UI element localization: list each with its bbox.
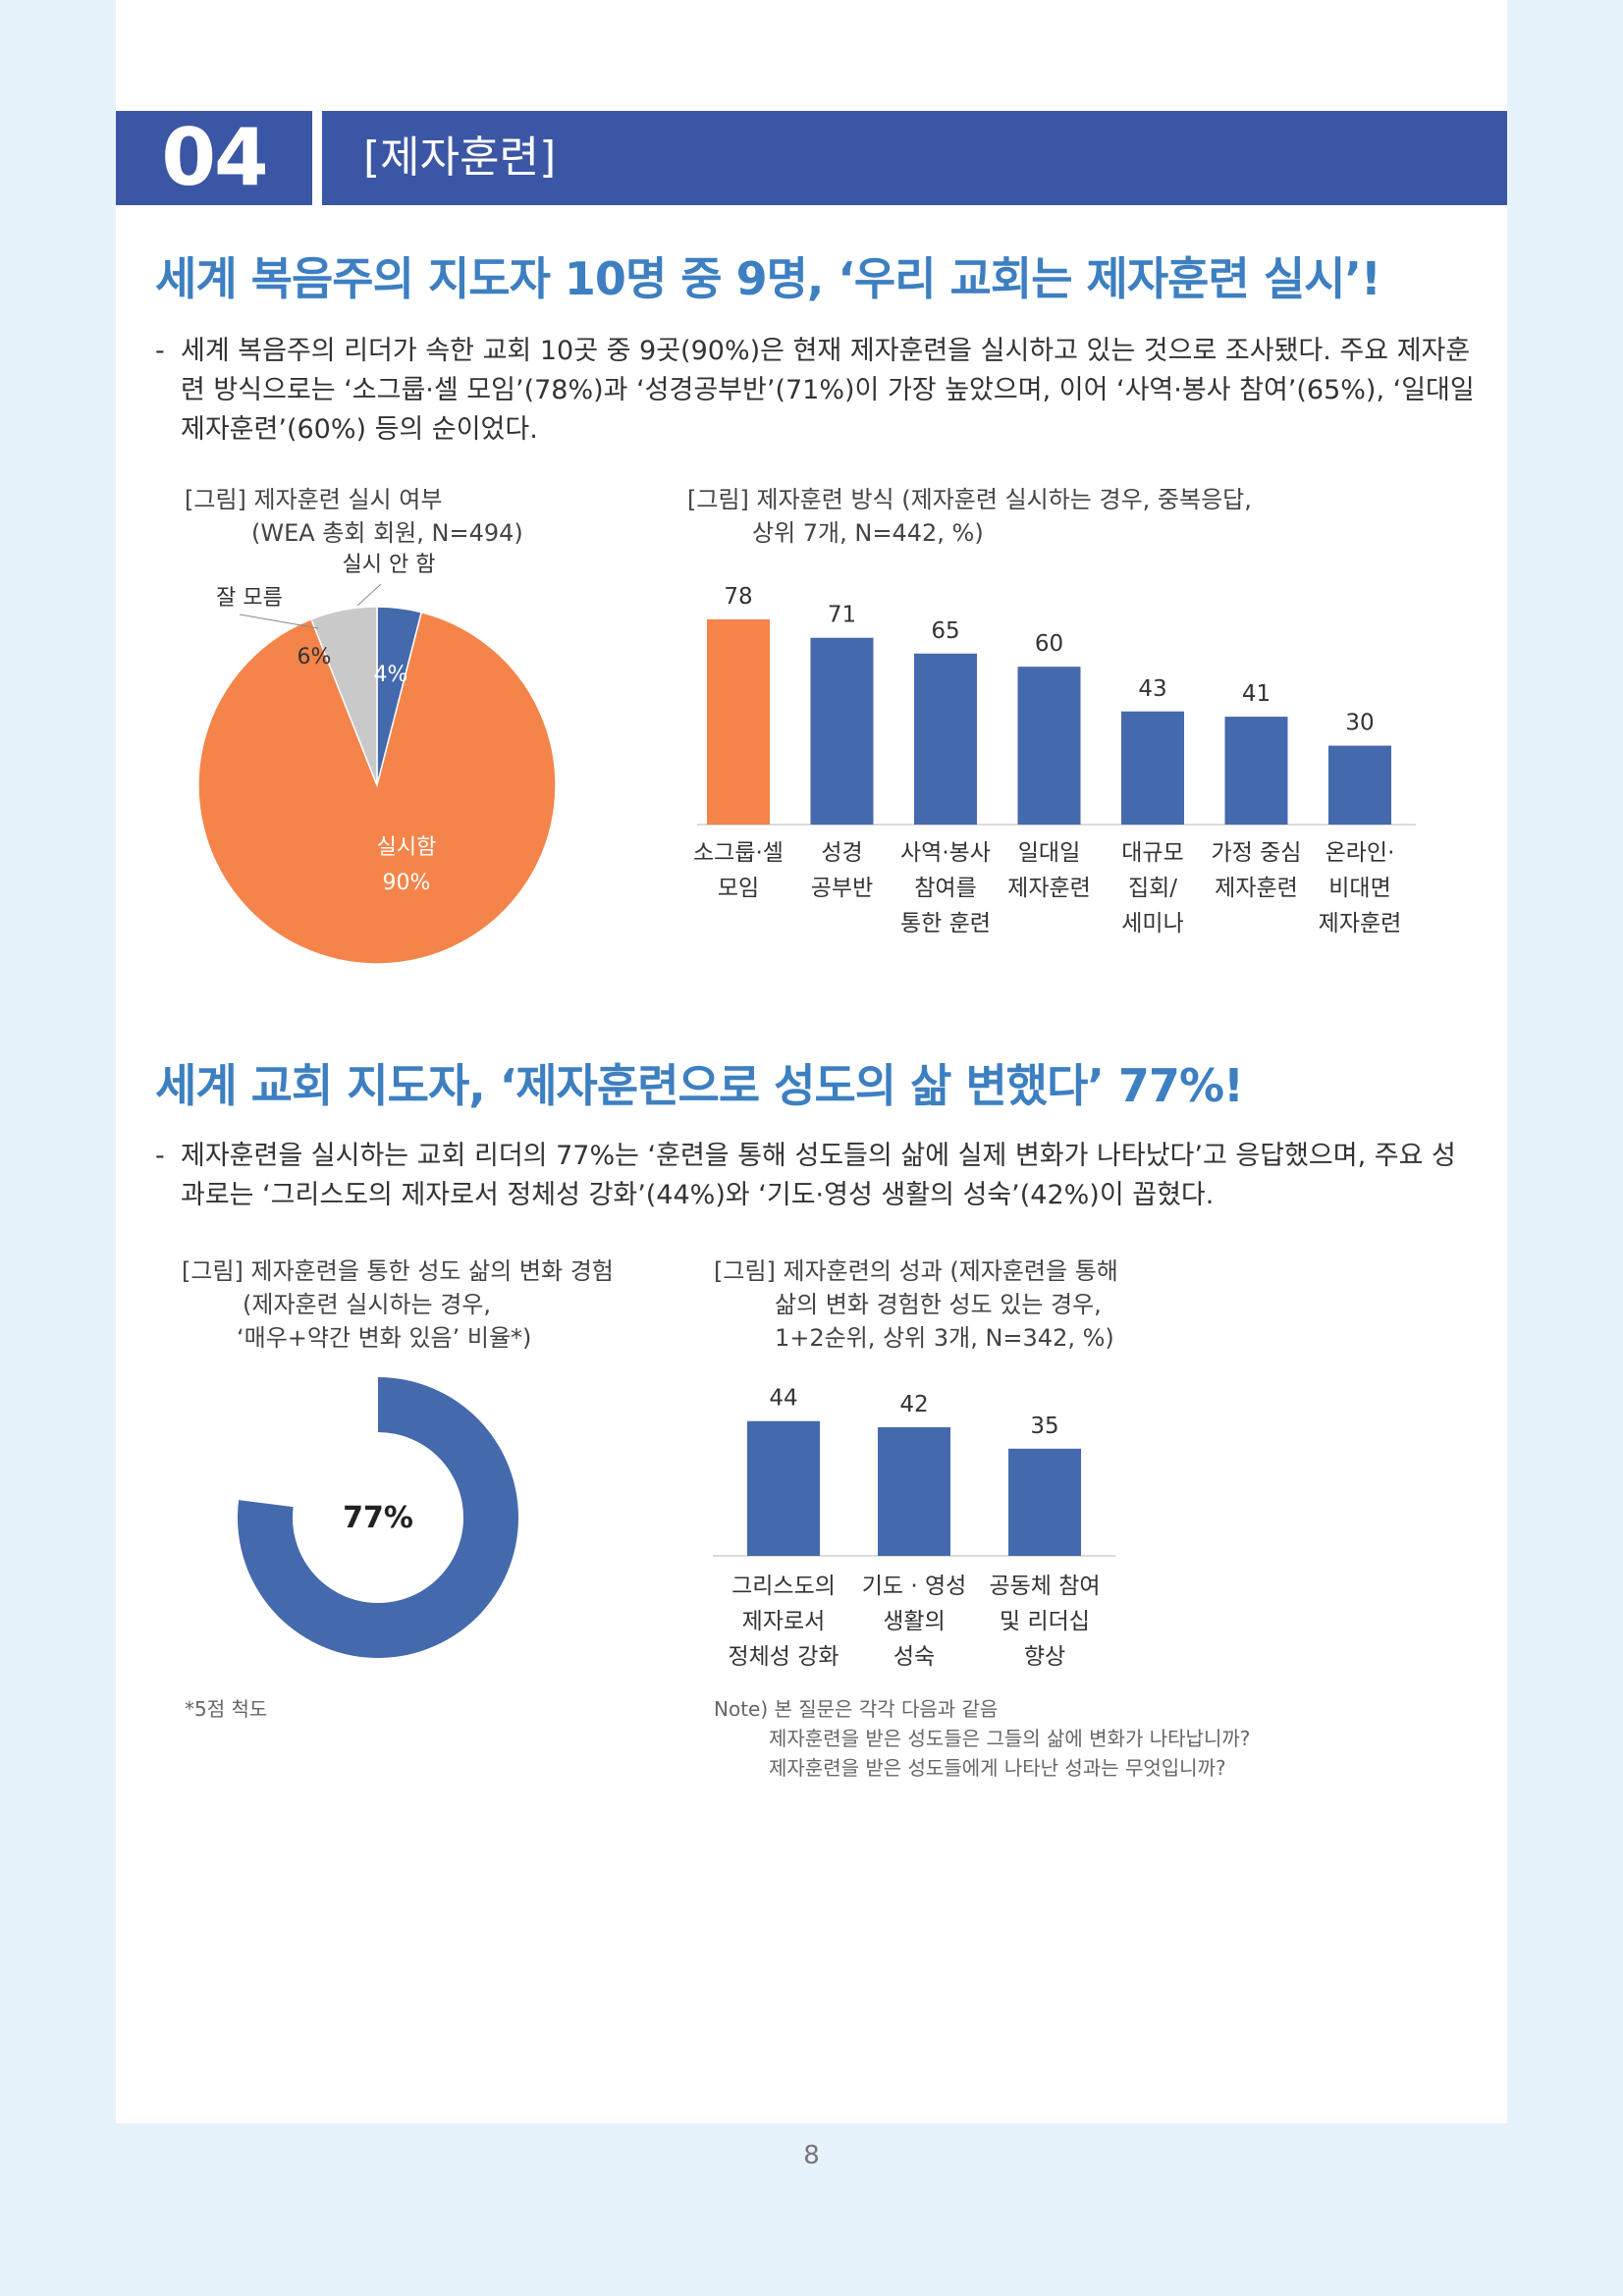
donut-center-label: 77%	[343, 1501, 413, 1535]
bar	[1328, 745, 1391, 825]
bar	[747, 1420, 820, 1556]
section-number: 04	[116, 111, 312, 205]
bar-value-label: 65	[931, 618, 959, 644]
pie-category-label: 잘 모름	[216, 586, 283, 611]
bar	[878, 1426, 950, 1556]
note-line-2: 제자훈련을 받은 성도들은 그들의 삶에 변화가 나타납니까?	[769, 1727, 1251, 1750]
x-tick-label: 및 리더십	[1000, 1609, 1090, 1634]
bar1-caption: [그림] 제자훈련 방식 (제자훈련 실시하는 경우, 중복응답, 상위 7개,…	[687, 483, 1252, 550]
page-sheet	[116, 0, 1507, 2123]
x-tick-label: 사역·봉사	[900, 840, 991, 866]
bar	[707, 618, 770, 825]
donut-footnote: *5점 척도	[185, 1697, 268, 1721]
pie-caption: [그림] 제자훈련 실시 여부 (WEA 총회 회원, N=494)	[185, 483, 523, 550]
bar-value-label: 42	[899, 1392, 928, 1417]
x-tick-label: 일대일	[1018, 840, 1080, 866]
pie-category-label: 실시 안 함	[343, 553, 436, 577]
donut-caption-line-3: ‘매우+약간 변화 있음’ 비율*)	[237, 1324, 532, 1352]
donut-caption-line-1: [그림] 제자훈련을 통한 성도 삶의 변화 경험	[182, 1257, 614, 1285]
pie-slice	[197, 611, 557, 965]
bar-value-label: 41	[1242, 681, 1271, 707]
bar2-caption-line-1: [그림] 제자훈련의 성과 (제자훈련을 통해	[714, 1257, 1118, 1285]
pie-slice	[310, 606, 378, 786]
bar-value-label: 44	[769, 1386, 797, 1412]
bar-value-label: 35	[1030, 1414, 1058, 1439]
bar-value-label: 78	[724, 584, 752, 610]
bar1-caption-line-2: 상위 7개, N=442, %)	[752, 519, 984, 547]
bar-value-label: 43	[1138, 676, 1166, 702]
paragraph-1-text: 세계 복음주의 리더가 속한 교회 10곳 중 9곳(90%)은 현재 제자훈련…	[181, 336, 1475, 445]
x-tick-label: 기도 · 영성	[862, 1574, 967, 1599]
bar2-caption: [그림] 제자훈련의 성과 (제자훈련을 통해 삶의 변화 경험한 성도 있는 …	[714, 1255, 1118, 1355]
bar2-caption-line-2: 삶의 변화 경험한 성도 있는 경우,	[775, 1291, 1102, 1318]
pie-leader-line	[356, 583, 382, 607]
bullet-dash: -	[155, 1141, 165, 1171]
bar	[1017, 667, 1081, 825]
x-tick-label: 향상	[1024, 1644, 1065, 1670]
x-tick-label: 정체성 강화	[728, 1644, 839, 1670]
bar-value-label: 60	[1035, 631, 1063, 657]
section-title: [제자훈련]	[322, 111, 1507, 205]
pie-value-label: 90%	[383, 871, 431, 895]
x-tick-label: 비대면	[1328, 876, 1390, 901]
x-tick-label: 대규모	[1121, 840, 1183, 866]
x-tick-label: 제자훈련	[1319, 911, 1402, 936]
x-tick-label: 소그룹·셀	[693, 840, 784, 866]
x-tick-label: 공동체 참여	[989, 1574, 1100, 1599]
x-tick-label: 공부반	[811, 876, 873, 901]
note-line-3: 제자훈련을 받은 성도들에게 나타난 성과는 무엇입니까?	[769, 1756, 1226, 1780]
bullet-dash: -	[155, 336, 165, 366]
pie-value-label: 4%	[374, 663, 408, 687]
x-tick-label: 성경	[821, 840, 862, 866]
pie-caption-line-2: (WEA 총회 회원, N=494)	[251, 519, 523, 547]
paragraph-2-text: 제자훈련을 실시하는 교회 리더의 77%는 ‘훈련을 통해 성도들의 삶에 실…	[181, 1141, 1456, 1210]
x-tick-label: 제자훈련	[1007, 876, 1091, 901]
note: Note) 본 질문은 각각 다음과 같음 제자훈련을 받은 성도들은 그들의 …	[714, 1694, 1250, 1783]
bar	[1121, 711, 1184, 825]
pie-caption-line-1: [그림] 제자훈련 실시 여부	[185, 486, 443, 513]
pie-category-label: 실시함	[377, 835, 437, 860]
x-tick-label: 참여를	[914, 876, 976, 901]
x-tick-label: 통한 훈련	[900, 911, 991, 936]
x-tick-label: 집회/	[1128, 876, 1177, 901]
headline-2: 세계 교회 지도자, ‘제자훈련으로 성도의 삶 변했다’ 77%!	[155, 1059, 1244, 1112]
pie-leader-line	[239, 614, 319, 629]
pie-value-label: 6%	[298, 645, 332, 669]
donut-caption-line-2: (제자훈련 실시하는 경우,	[243, 1291, 492, 1318]
x-tick-label: 제자훈련	[1215, 876, 1298, 901]
x-tick-label: 성숙	[893, 1644, 935, 1670]
x-tick-label: 제자로서	[742, 1609, 826, 1634]
bar-value-label: 30	[1345, 711, 1374, 736]
x-tick-label: 온라인·	[1325, 840, 1395, 866]
bar2-caption-line-3: 1+2순위, 상위 3개, N=342, %)	[775, 1324, 1114, 1352]
note-line-1: Note) 본 질문은 각각 다음과 같음	[714, 1697, 999, 1721]
paragraph-2: - 제자훈련을 실시하는 교회 리더의 77%는 ‘훈련을 통해 성도들의 삶에…	[155, 1137, 1476, 1215]
donut-chart: 77%	[238, 1377, 518, 1658]
page-number: 8	[803, 2141, 820, 2170]
bar	[810, 637, 874, 825]
paragraph-1: - 세계 복음주의 리더가 속한 교회 10곳 중 9곳(90%)은 현재 제자…	[155, 332, 1476, 450]
bar1-caption-line-1: [그림] 제자훈련 방식 (제자훈련 실시하는 경우, 중복응답,	[687, 486, 1252, 513]
bar	[914, 653, 977, 825]
x-tick-label: 그리스도의	[731, 1574, 836, 1599]
bar	[1008, 1448, 1081, 1556]
x-tick-label: 모임	[718, 876, 759, 901]
donut-caption: [그림] 제자훈련을 통한 성도 삶의 변화 경험 (제자훈련 실시하는 경우,…	[182, 1255, 614, 1355]
donut-arc	[238, 1377, 518, 1658]
x-tick-label: 생활의	[883, 1609, 945, 1634]
bar	[1224, 717, 1288, 825]
x-tick-label: 가정 중심	[1212, 840, 1302, 866]
bar-value-label: 71	[828, 603, 856, 628]
pie-chart: 4% 실시함 90% 6% 실시 안 함잘 모름	[197, 553, 557, 965]
headline-1: 세계 복음주의 지도자 10명 중 9명, ‘우리 교회는 제자훈련 실시’!	[155, 252, 1381, 305]
x-tick-label: 세미나	[1121, 911, 1183, 936]
